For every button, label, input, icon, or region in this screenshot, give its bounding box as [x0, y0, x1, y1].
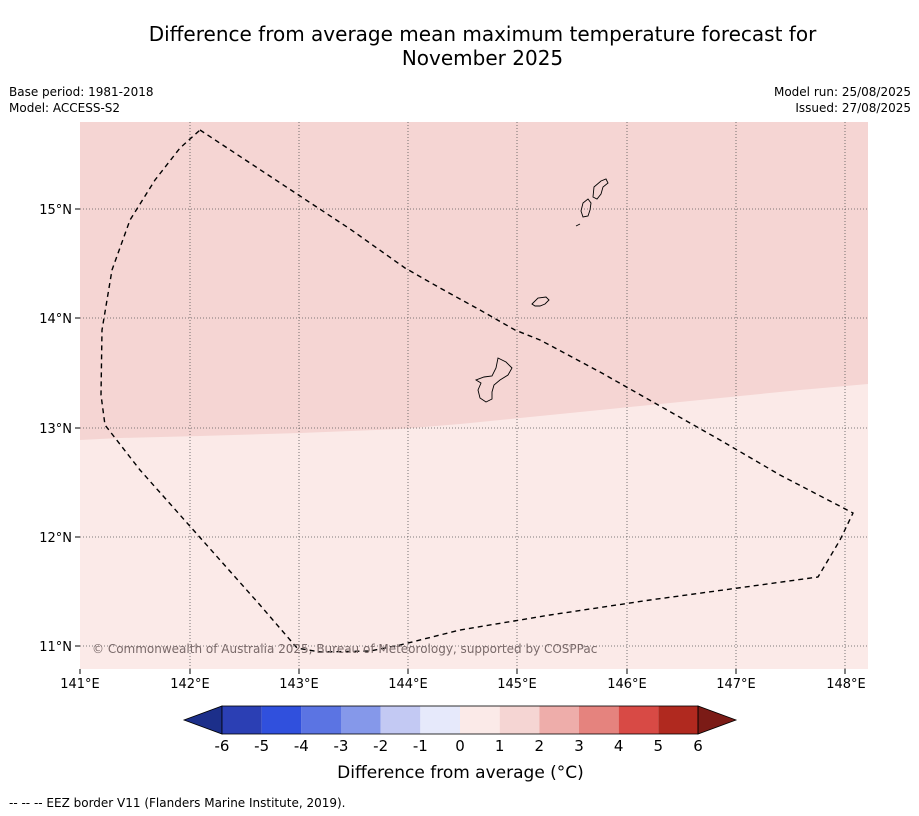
colorbar-extend-low	[182, 705, 223, 735]
colorbar-title: Difference from average (°C)	[337, 763, 584, 783]
colorbar-swatch	[499, 706, 540, 734]
colorbar-swatch	[420, 706, 460, 734]
island-rota	[531, 296, 550, 307]
islands	[474, 178, 609, 403]
island-guam	[474, 357, 513, 403]
lon-tick: 143°E	[279, 677, 319, 692]
title-line-2: November 2025	[401, 46, 564, 70]
colorbar-tick-label: -3	[334, 737, 349, 755]
issued-date: Issued: 27/08/2025	[795, 101, 911, 115]
island-aguijan	[575, 223, 581, 227]
colorbar-swatch	[341, 706, 381, 734]
colorbar-extend-high	[697, 705, 738, 735]
base-period: Base period: 1981-2018	[9, 85, 154, 99]
colorbar-tick-label: 5	[654, 737, 664, 755]
lon-tick: 148°E	[826, 677, 866, 692]
island-tinian	[580, 198, 592, 218]
region-north	[80, 122, 868, 440]
model-run: Model run: 25/08/2025	[773, 85, 911, 99]
colorbar-tick-label: -2	[373, 737, 388, 755]
lon-tick: 145°E	[497, 677, 537, 692]
colorbar-tick-label: -5	[254, 737, 269, 755]
lat-tick-labels: 11°N 12°N 13°N 14°N 15°N	[39, 203, 72, 655]
map-title: Difference from average mean maximum tem…	[0, 22, 919, 70]
colorbar-tick-label: 0	[455, 737, 465, 755]
island-saipan	[592, 178, 609, 200]
colorbar-swatch	[618, 706, 659, 734]
colorbar-swatch	[579, 706, 619, 734]
colorbar-frame	[221, 705, 699, 735]
colorbar-swatch	[539, 706, 579, 734]
frame-ticks	[75, 208, 846, 674]
lon-tick: 147°E	[716, 677, 756, 692]
colorbar-swatch	[261, 706, 302, 734]
colorbar-swatch	[380, 706, 421, 734]
colorbar-tick-label: 6	[693, 737, 703, 755]
colorbar-tick-label: -6	[215, 737, 230, 755]
colorbar-swatch	[301, 706, 341, 734]
colorbar: -6 -5 -4 -3 -2 -1 0 1 2 3 4 5 6	[182, 705, 738, 755]
lat-tick: 14°N	[39, 312, 72, 327]
colorbar-tick-label: 4	[614, 737, 624, 755]
copyright-notice: © Commonwealth of Australia 2025, Bureau…	[92, 642, 597, 656]
lat-tick: 12°N	[39, 531, 72, 546]
title-line-1: Difference from average mean maximum tem…	[148, 22, 817, 46]
map-panel: © Commonwealth of Australia 2025, Bureau…	[75, 122, 868, 674]
lat-tick: 11°N	[39, 640, 72, 655]
lon-tick: 144°E	[388, 677, 428, 692]
colorbar-swatch	[460, 706, 500, 734]
lat-tick: 13°N	[39, 422, 72, 437]
grid-lines	[80, 122, 868, 669]
model-name: Model: ACCESS-S2	[9, 101, 121, 115]
lat-tick: 15°N	[39, 203, 72, 218]
meta-left: Base period: 1981-2018 Model: ACCESS-S2	[9, 84, 154, 116]
colorbar-tick-label: 3	[574, 737, 584, 755]
colorbar-tick-label: 2	[535, 737, 545, 755]
colorbar-tick-label: -4	[294, 737, 309, 755]
colorbar-swatch	[222, 706, 262, 734]
lon-tick: 142°E	[170, 677, 210, 692]
colorbar-tick-label: -1	[413, 737, 428, 755]
meta-right: Model run: 25/08/2025 Issued: 27/08/2025	[774, 84, 911, 116]
lon-tick: 141°E	[60, 677, 100, 692]
lon-tick-labels: 141°E 142°E 143°E 144°E 145°E 146°E 147°…	[60, 677, 866, 692]
eez-border	[100, 129, 854, 653]
colorbar-swatch	[658, 706, 698, 734]
lon-tick: 146°E	[607, 677, 647, 692]
eez-footer-note: -- -- -- EEZ border V11 (Flanders Marine…	[9, 796, 346, 810]
colorbar-tick-label: 1	[495, 737, 505, 755]
